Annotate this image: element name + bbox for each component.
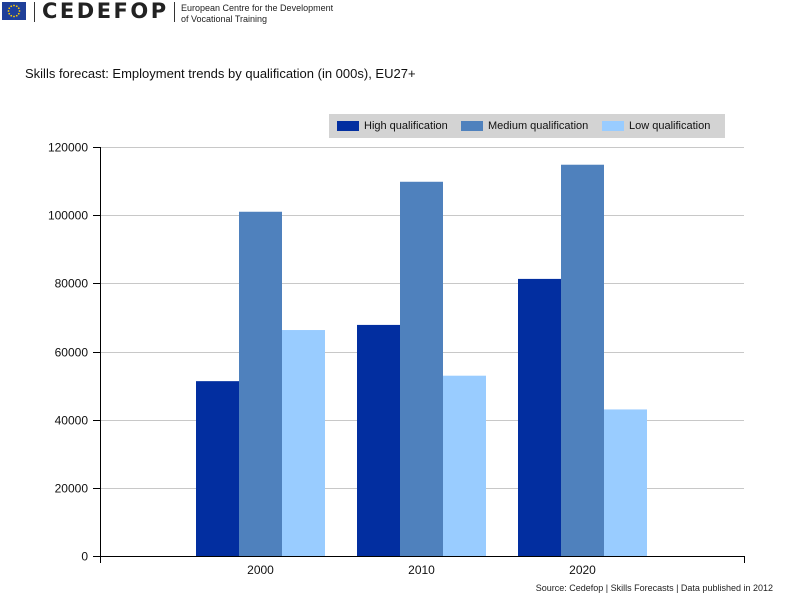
bar-high-qualification-2020: [518, 278, 561, 556]
x-tick-label: 2010: [408, 563, 435, 577]
bar-medium-qualification-2010: [400, 181, 443, 556]
legend-item-high[interactable]: High qualification: [337, 114, 448, 138]
legend-swatch-high: [337, 121, 359, 131]
chart-legend: High qualification Medium qualification …: [329, 114, 725, 138]
chart-title: Skills forecast: Employment trends by qu…: [25, 66, 416, 81]
header-divider: [34, 2, 35, 22]
legend-swatch-low: [602, 121, 624, 131]
legend-label-medium: Medium qualification: [488, 120, 589, 132]
bar-low-qualification-2010: [443, 375, 486, 556]
organization-name: European Centre for the Development of V…: [181, 3, 381, 25]
legend-item-medium[interactable]: Medium qualification: [461, 114, 588, 138]
x-tick-label: 2000: [247, 563, 274, 577]
legend-label-low: Low qualification: [629, 120, 711, 132]
header-bar: CEDEFOP European Centre for the Developm…: [0, 0, 800, 30]
bar-medium-qualification-2000: [239, 211, 282, 556]
y-tick-label: 80000: [55, 277, 89, 291]
y-tick-label: 0: [81, 550, 88, 564]
y-tick-label: 40000: [55, 414, 89, 428]
x-tick-label: 2020: [569, 563, 596, 577]
bar-medium-qualification-2020: [561, 164, 604, 556]
legend-swatch-medium: [461, 121, 483, 131]
legend-label-high: High qualification: [364, 120, 448, 132]
bar-high-qualification-2000: [196, 381, 239, 556]
org-name-line2: of Vocational Training: [181, 14, 268, 24]
legend-item-low[interactable]: Low qualification: [602, 114, 710, 138]
eu-flag-icon: [2, 2, 26, 20]
bar-low-qualification-2020: [604, 409, 647, 556]
header-divider: [174, 2, 175, 22]
bar-high-qualification-2010: [357, 324, 400, 556]
cedefop-logo: CEDEFOP: [42, 0, 169, 23]
y-tick-label: 120000: [48, 141, 88, 155]
y-tick-label: 100000: [48, 209, 88, 223]
bar-low-qualification-2000: [282, 330, 325, 556]
y-tick-label: 20000: [55, 482, 89, 496]
y-tick-label: 60000: [55, 346, 89, 360]
org-name-line1: European Centre for the Development: [181, 3, 334, 13]
source-note: Source: Cedefop | Skills Forecasts | Dat…: [535, 583, 773, 593]
